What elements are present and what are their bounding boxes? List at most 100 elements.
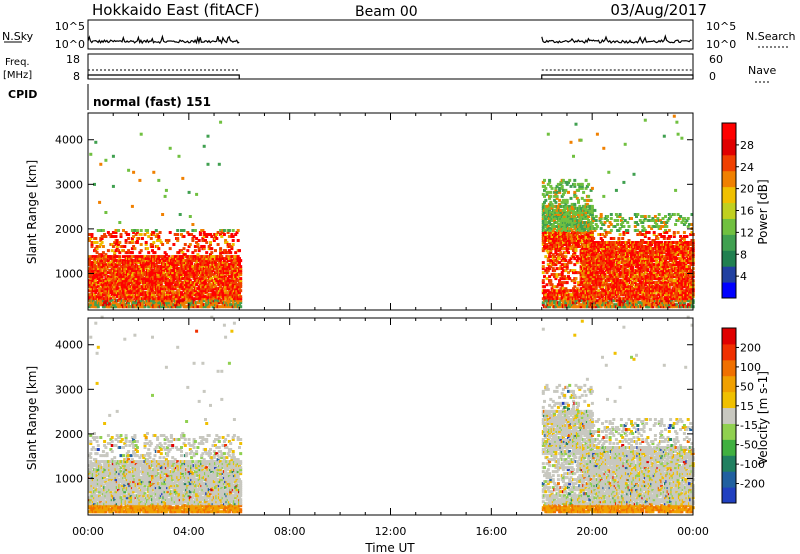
range-cell (614, 259, 618, 263)
range-cell (191, 239, 195, 242)
range-cell (618, 271, 622, 275)
range-cell (558, 279, 562, 283)
range-cell (175, 265, 178, 269)
range-cell (612, 293, 616, 297)
range-cell (598, 219, 602, 222)
range-cell (206, 263, 210, 267)
range-cell (146, 295, 149, 299)
range-cell (166, 241, 170, 244)
range-cell (198, 277, 202, 281)
range-cell (138, 178, 142, 182)
range-cell (589, 265, 593, 269)
range-cell (616, 247, 620, 251)
range-cell (553, 269, 557, 273)
range-cell (157, 303, 161, 307)
range-cell (545, 283, 549, 287)
range-cell (225, 299, 229, 303)
range-cell (607, 225, 611, 228)
range-cell (215, 233, 219, 236)
range-cell (602, 247, 606, 251)
range-cell (178, 279, 182, 283)
range-cell (545, 277, 549, 281)
range-cell (617, 229, 621, 232)
range-cell (222, 229, 226, 232)
range-cell (114, 231, 118, 234)
range-cell (590, 227, 594, 230)
range-cell (555, 303, 559, 307)
range-cell (171, 271, 175, 275)
range-cell (630, 297, 633, 301)
range-cell (176, 237, 180, 240)
range-cell (574, 221, 578, 224)
range-cell (577, 200, 580, 204)
range-cell (171, 285, 175, 289)
range-cell (118, 221, 122, 224)
range-cell (616, 253, 620, 257)
range-cell (558, 301, 562, 305)
range-cell (616, 299, 620, 303)
range-cell (211, 301, 215, 305)
range-cell (630, 277, 633, 281)
range-cell (205, 275, 209, 279)
range-cell (616, 277, 620, 281)
range-cell (573, 303, 577, 307)
range-cell (110, 289, 114, 293)
range-cell (548, 303, 552, 307)
range-cell (564, 237, 568, 240)
range-cell (626, 255, 630, 259)
range-cell (548, 275, 552, 279)
range-cell (590, 235, 594, 238)
range-cell (181, 297, 185, 301)
range-cell (115, 295, 119, 299)
range-cell (544, 239, 548, 242)
range-cell (569, 225, 573, 228)
range-cell (560, 217, 564, 220)
range-cell (623, 142, 627, 146)
range-cell (573, 202, 577, 206)
range-cell (105, 257, 109, 261)
range-cell (159, 281, 163, 285)
range-cell (550, 295, 554, 299)
range-cell (579, 297, 583, 301)
range-cell (164, 267, 168, 271)
range-cell (617, 263, 621, 267)
range-cell (227, 289, 231, 293)
range-cell (224, 285, 228, 289)
range-cell (564, 301, 568, 305)
range-cell (222, 261, 226, 265)
range-cell (574, 122, 578, 126)
range-cell (125, 269, 129, 273)
range-cell (209, 275, 212, 279)
range-cell (214, 285, 217, 289)
range-cell (617, 249, 621, 253)
range-cell (544, 208, 548, 212)
range-cell (617, 295, 621, 299)
range-cell (604, 299, 608, 303)
range-cell (209, 233, 212, 236)
range-cell (140, 289, 144, 293)
range-cell (140, 299, 144, 303)
range-cell (132, 269, 136, 273)
range-cell (561, 178, 565, 182)
range-cell (147, 235, 151, 238)
range-cell (95, 251, 99, 255)
range-cell (148, 269, 152, 273)
range-cell (167, 303, 171, 307)
range-cell (235, 287, 239, 291)
range-cell (100, 253, 104, 257)
range-cell (167, 265, 171, 269)
range-cell (214, 249, 217, 253)
range-cell (168, 295, 172, 299)
range-cell (575, 219, 579, 222)
range-cell (168, 289, 172, 293)
range-cell (133, 247, 137, 251)
range-cell (105, 279, 109, 283)
range-cell (594, 295, 598, 299)
range-cell (594, 247, 598, 251)
range-cell (541, 271, 545, 275)
freq-strip: Freq. [MHz] 18 8 60 0 Nave (3, 53, 776, 83)
range-cell (163, 255, 167, 259)
range-cell (588, 204, 592, 208)
range-cell (115, 285, 119, 289)
range-cell (106, 259, 110, 263)
